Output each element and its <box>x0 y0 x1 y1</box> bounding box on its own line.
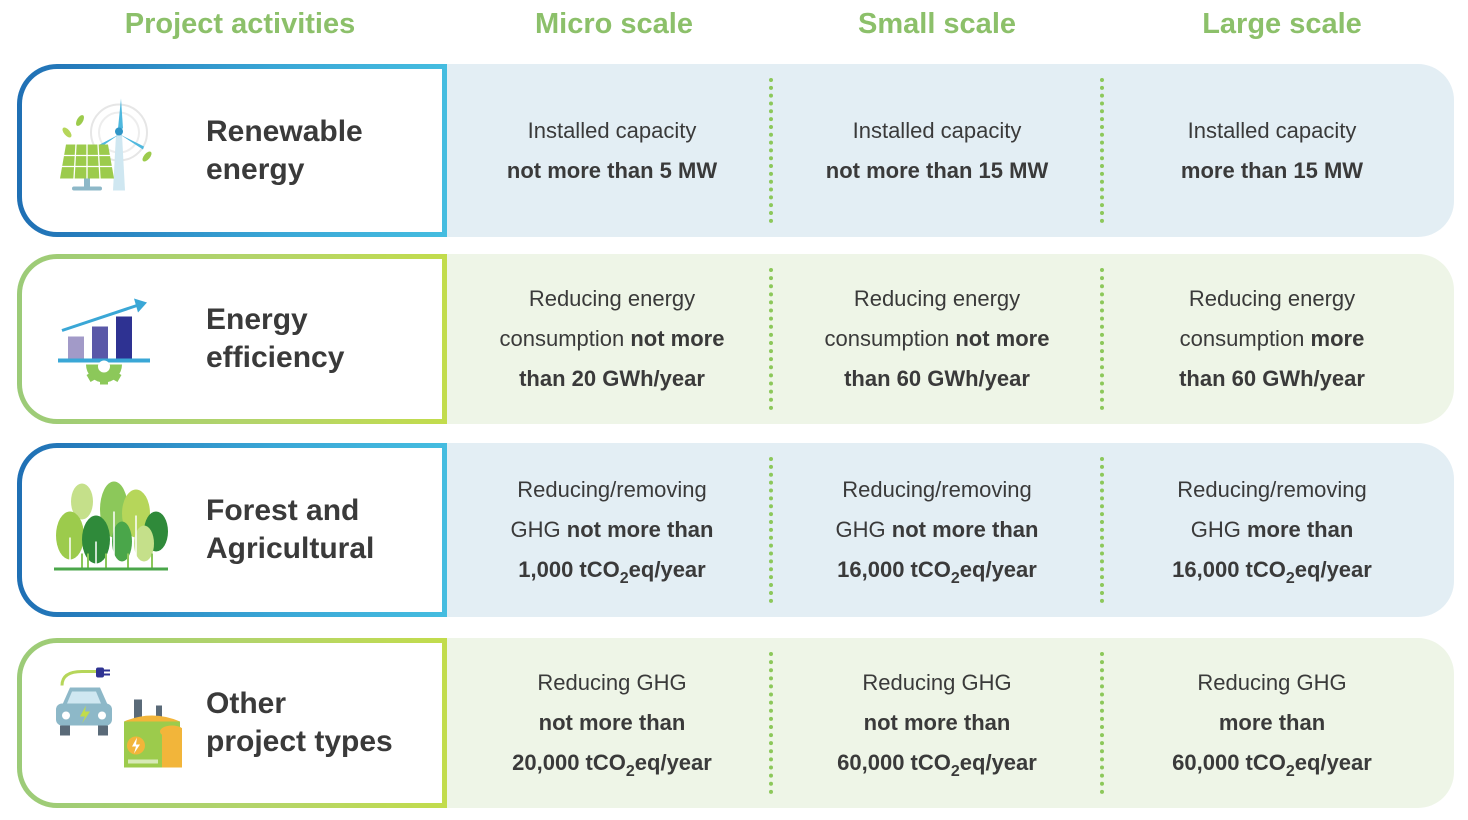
column-separator <box>769 457 773 603</box>
column-separator <box>769 652 773 794</box>
cell-small-scale: Reducing/removing GHG not more than 16,0… <box>835 477 1039 587</box>
column-separator <box>1100 652 1104 794</box>
cell-small-scale: Installed capacity not more than 15 MW <box>825 117 1049 183</box>
activity-title: Renewable energy <box>206 114 363 186</box>
column-separator <box>1100 268 1104 410</box>
activity-title: Energy efficiency <box>206 303 345 374</box>
row-energy-efficiency: Energy efficiency Reducing energy consum… <box>0 254 1468 424</box>
header-large-scale: Large scale <box>1202 8 1362 40</box>
column-separator <box>1100 457 1104 603</box>
activity-card: Other project types <box>17 638 447 808</box>
cell-large-scale: Reducing/removing GHG more than 16,000 t… <box>1172 477 1372 587</box>
activity-card: Renewable energy <box>17 64 447 237</box>
activity-title: Other project types <box>206 687 393 758</box>
bar-chart-gear-icon <box>52 287 162 392</box>
cell-large-scale: Installed capacity more than 15 MW <box>1180 117 1364 183</box>
row-renewable-energy: Renewable energy Installed capacity not … <box>0 64 1468 237</box>
row-band <box>430 638 1454 808</box>
row-other-project-types: Other project types Reducing GHG not mor… <box>0 638 1468 808</box>
cell-micro-scale: Reducing energy consumption not more tha… <box>499 286 725 391</box>
cell-small-scale: Reducing GHG not more than 60,000 tCO2eq… <box>837 670 1037 780</box>
cell-small-scale: Reducing energy consumption not more tha… <box>824 286 1050 391</box>
row-band <box>430 254 1454 424</box>
column-separator <box>769 268 773 410</box>
trees-icon <box>52 480 172 581</box>
header-project-activities: Project activities <box>124 8 356 40</box>
solar-wind-icon <box>52 98 162 203</box>
header-micro-scale: Micro scale <box>535 8 693 40</box>
activity-card: Energy efficiency <box>17 254 447 424</box>
row-forest-agricultural: Forest and Agricultural Reducing/removin… <box>0 443 1468 617</box>
column-separator <box>769 78 773 223</box>
header-small-scale: Small scale <box>858 8 1016 40</box>
cell-micro-scale: Installed capacity not more than 5 MW <box>506 117 718 183</box>
activity-title: Forest and Agricultural <box>206 494 375 565</box>
row-band <box>430 64 1454 237</box>
cell-micro-scale: Reducing GHG not more than 20,000 tCO2eq… <box>512 670 712 780</box>
cell-large-scale: Reducing energy consumption more than 60… <box>1179 286 1365 391</box>
column-separator <box>1100 78 1104 223</box>
row-band <box>430 443 1454 617</box>
cell-micro-scale: Reducing/removing GHG not more than 1,00… <box>510 477 714 587</box>
ev-factory-icon <box>52 666 184 781</box>
activity-card: Forest and Agricultural <box>17 443 447 617</box>
cell-large-scale: Reducing GHG more than 60,000 tCO2eq/yea… <box>1172 670 1372 780</box>
